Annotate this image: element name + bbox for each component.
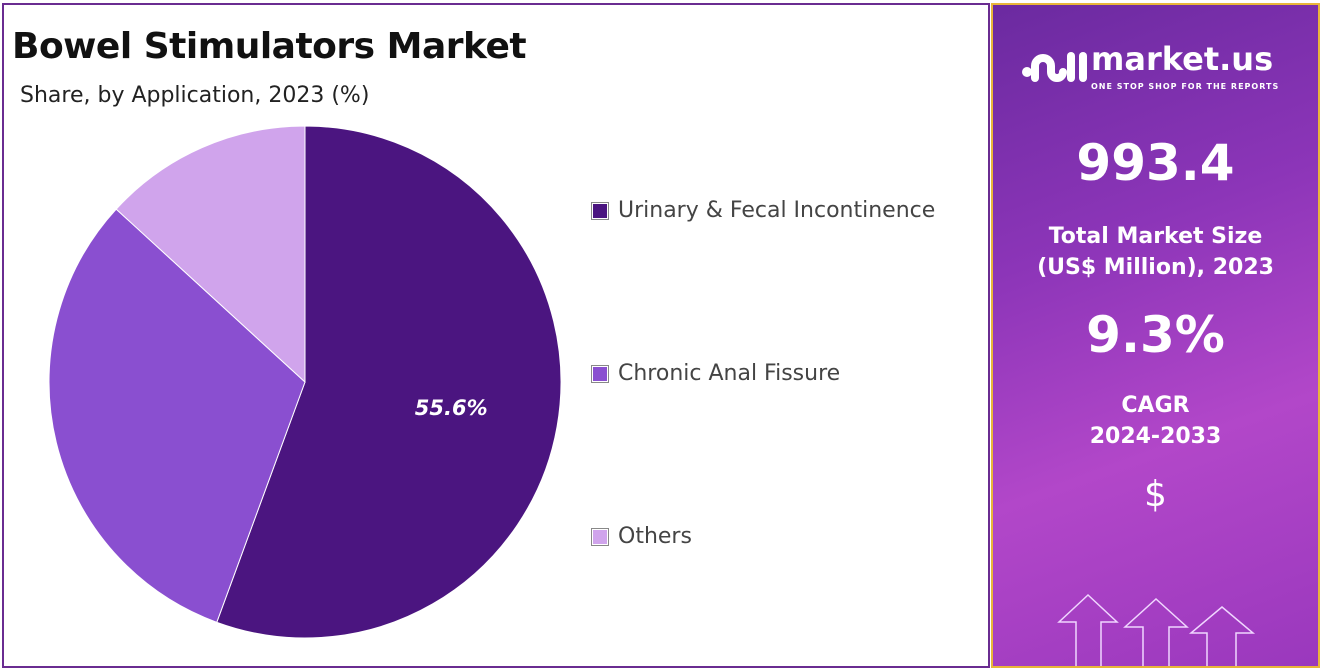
market-size-label-1: Total Market Size [1048, 224, 1263, 249]
cagr-label-2: 2024-2033 [1089, 424, 1222, 449]
pie-slice-1 [48, 208, 306, 623]
market-size-label-2: (US$ Million), 2023 [1037, 255, 1274, 280]
legend-swatch [591, 365, 609, 383]
logo-tagline: ONE STOP SHOP FOR THE REPORTS [1091, 82, 1280, 91]
dollar-icon: $ [1144, 474, 1167, 515]
market-us-logo: market.us ONE STOP SHOP FOR THE REPORTS [1021, 39, 1279, 92]
growth-arrows-icon [1057, 593, 1256, 666]
data-label-0: 55.6% [415, 396, 488, 420]
legend-swatch [591, 528, 609, 546]
legend-label: Urinary & Fecal Incontinence [618, 198, 936, 223]
chart-panel: Bowel Stimulators Market Share, by Appli… [2, 3, 990, 668]
legend-item-0: Urinary & Fecal Incontinence [591, 197, 936, 225]
legend-label: Others [618, 524, 692, 549]
market-size-value: 993.4 [1076, 134, 1235, 192]
legend-swatch [591, 202, 609, 220]
legend-item-2: Others [591, 523, 692, 551]
legend-label: Chronic Anal Fissure [618, 361, 841, 386]
logo-icon [1022, 51, 1087, 82]
pie-slice-2 [115, 125, 306, 384]
legend-item-1: Chronic Anal Fissure [591, 360, 841, 388]
summary-panel: market.us ONE STOP SHOP FOR THE REPORTS … [991, 3, 1320, 668]
pie-chart: 55.6% [48, 125, 562, 639]
chart-title: Bowel Stimulators Market [12, 26, 527, 67]
pie-slice-0 [216, 125, 562, 639]
logo-name: market.us [1091, 40, 1274, 78]
chart-subtitle: Share, by Application, 2023 (%) [20, 83, 370, 108]
cagr-label-1: CAGR [1121, 393, 1190, 418]
cagr-value: 9.3% [1086, 306, 1225, 364]
